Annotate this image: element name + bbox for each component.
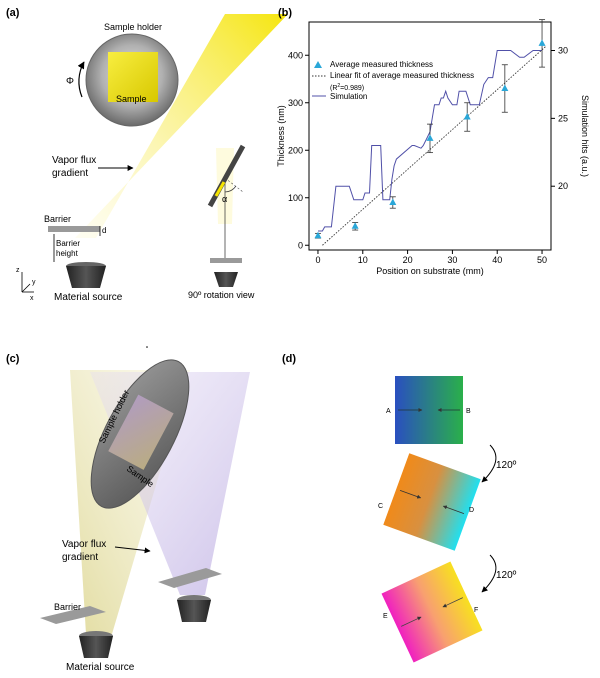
vapor-flux-c-label-2: gradient (62, 552, 98, 563)
material-source (66, 266, 106, 288)
rotated-sample (214, 181, 226, 197)
x-tick-label: 40 (492, 255, 502, 265)
legend-text-measured: Average measured thickness (330, 60, 433, 69)
vapor-flux-cone (75, 14, 288, 238)
barrier-height-label-2: height (56, 249, 79, 258)
y-tick-label: 0 (298, 240, 303, 250)
point-e-label: E (383, 613, 388, 620)
barrier-c-left (40, 606, 106, 624)
rotation-view-label: 90º rotation view (188, 290, 255, 300)
point-f-label: F (474, 607, 478, 614)
x-tick-label: 10 (358, 255, 368, 265)
measured-point (351, 222, 359, 229)
square-2 (383, 453, 481, 551)
barrier-c-label: Barrier (54, 602, 81, 612)
fit-line (322, 45, 547, 246)
x-tick-label: 50 (537, 255, 547, 265)
plot-frame (308, 21, 552, 251)
panel-d-label: (d) (282, 353, 296, 365)
x-tick-label: 0 (315, 255, 320, 265)
sample-holder-c (90, 359, 190, 509)
barrier-label: Barrier (44, 214, 71, 224)
rotation-arrow-2 (481, 554, 497, 593)
rotation-1-label: 120º (496, 460, 517, 471)
legend-text-simulation: Simulation (330, 92, 367, 101)
rotation-arrow-1 (481, 444, 497, 483)
y2-tick-label: 20 (558, 181, 568, 191)
vapor-flux-label-1: Vapor flux (52, 155, 96, 166)
y2-tick-label: 30 (558, 46, 568, 56)
rotated-barrier (210, 258, 242, 263)
x-tick-label: 30 (447, 255, 457, 265)
rotation-view: α 90º rotation view (188, 144, 255, 300)
alpha-label: α (222, 194, 227, 204)
material-source-c-label: Material source (66, 662, 135, 673)
square-1: A B (386, 376, 471, 444)
rotated-holder (207, 144, 246, 208)
panel-c: (c) Sample holder Sample Vapor flux grad… (6, 353, 250, 673)
panel-a-label: (a) (6, 7, 20, 19)
stray-dot (146, 346, 148, 348)
measured-point (389, 198, 397, 205)
panel-b: (b) 0 10 20 30 40 500100200300400202530Positi… (276, 7, 590, 276)
material-source-label: Material source (54, 292, 123, 303)
panel-d: (d) A B 120º C D 120º E F (282, 353, 517, 663)
rotation-2-label: 120º (496, 570, 517, 581)
measured-point (314, 231, 322, 239)
phi-label: Φ (66, 76, 74, 87)
measured-point (463, 113, 471, 120)
point-d-label: D (469, 507, 474, 514)
point-a-label: A (386, 408, 391, 415)
axis-triad: z y x (16, 267, 36, 302)
measured-point (426, 134, 434, 141)
point-b-label: B (466, 408, 471, 415)
y2-tick-label: 25 (558, 113, 568, 123)
vapor-flux-c-label-1: Vapor flux (62, 539, 106, 550)
y-tick-label: 200 (288, 145, 303, 155)
legend-marker-measured (314, 61, 322, 68)
axis-x-label: x (30, 295, 34, 302)
y-axis-label: Thickness (nm) (276, 105, 286, 167)
measured-point (538, 39, 546, 46)
source-c-right (177, 600, 211, 622)
y-tick-label: 400 (288, 50, 303, 60)
barrier-c-right (158, 568, 222, 588)
source-c-left (79, 636, 113, 658)
square-3 (381, 561, 483, 663)
simulation-line (318, 50, 542, 232)
barrier-bar (48, 226, 100, 232)
axis-z-label: z (16, 267, 20, 274)
rotated-source (214, 272, 238, 287)
d-label: d (102, 226, 106, 235)
x-tick-label: 20 (403, 255, 413, 265)
axis-y-label: y (32, 279, 36, 286)
sample-square (108, 52, 158, 102)
vapor-flux-label-2: gradient (52, 168, 88, 179)
y2-axis-label: Simulation hits (a.u.) (580, 95, 590, 177)
sample-label: Sample (116, 94, 147, 104)
barrier-height-label-1: Barrier (56, 239, 80, 248)
legend-text-r2: (R2=0.989) (330, 83, 364, 92)
panel-a: (a) Sample holder Sample Φ Vapor flux gr… (6, 7, 288, 303)
point-c-label: C (378, 503, 383, 510)
y-tick-label: 100 (288, 193, 303, 203)
rotation-arrow (77, 61, 85, 98)
panel-c-label: (c) (6, 353, 20, 365)
measured-point (501, 84, 509, 91)
legend-text-fit: Linear fit of average measured thickness (330, 71, 474, 80)
vapor-flux-c-arrow (114, 546, 151, 554)
panel-b-label: (b) (278, 7, 292, 19)
y-tick-label: 300 (288, 98, 303, 108)
x-axis-label: Position on substrate (mm) (376, 266, 484, 276)
sample-holder-label: Sample holder (104, 22, 162, 32)
chart-legend: Average measured thickness Linear fit of… (312, 60, 474, 101)
